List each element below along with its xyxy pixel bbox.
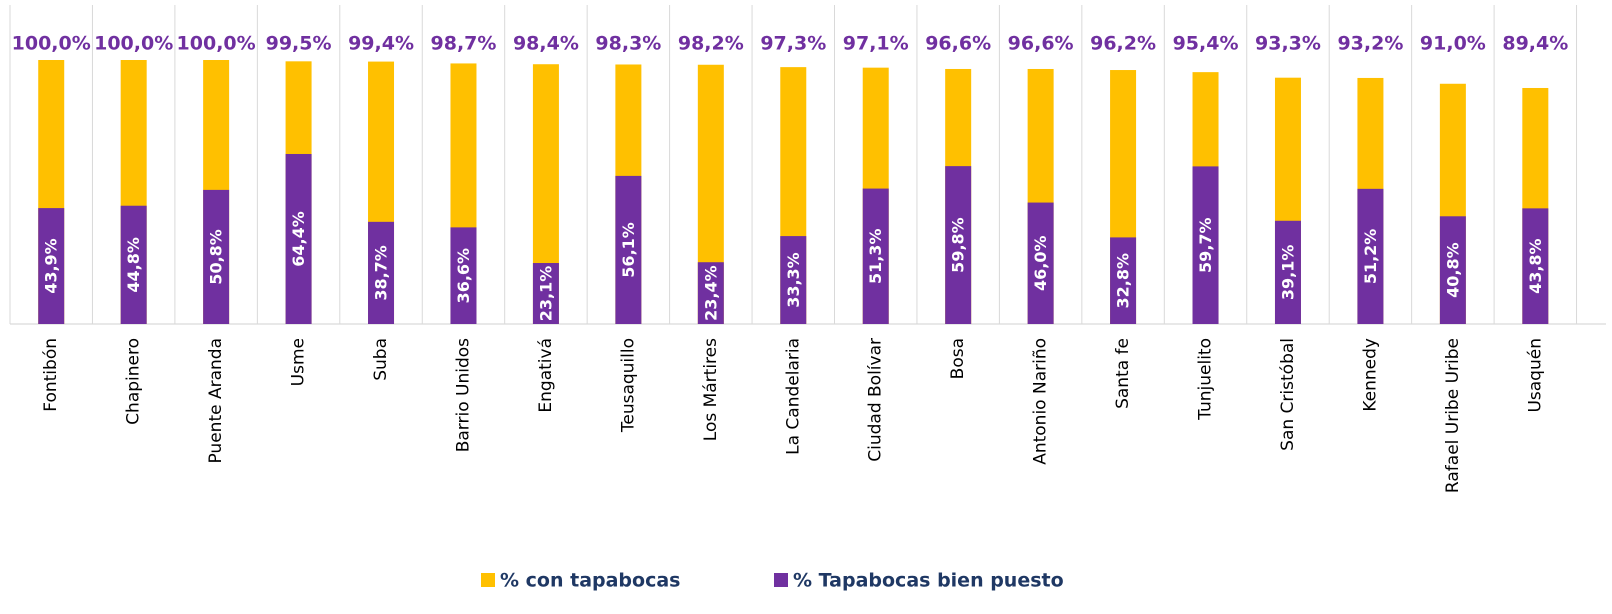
x-tick-label: Suba (371, 338, 391, 381)
data-label: 95,4% (1173, 33, 1239, 55)
data-label: 39,1% (1278, 245, 1297, 301)
bar (945, 166, 972, 324)
data-label: 33,3% (784, 252, 803, 308)
legend-label: % Tapabocas bien puesto (793, 570, 1064, 592)
x-tick-label: Antonio Nariño (1031, 338, 1051, 465)
x-tick-label: Usaquén (1525, 338, 1545, 413)
legend: % con tapabocas % Tapabocas bien puesto (481, 570, 1064, 592)
data-label: 43,8% (1526, 238, 1545, 294)
data-label: 93,3% (1255, 33, 1321, 55)
legend-swatch (774, 573, 788, 587)
bar (120, 205, 147, 324)
bar (368, 221, 395, 324)
data-label: 97,3% (760, 33, 826, 55)
data-label: 97,1% (843, 33, 909, 55)
x-tick-label: Ciudad Bolívar (866, 338, 886, 462)
bar (615, 175, 642, 324)
x-tick-label: Chapinero (124, 338, 144, 425)
data-label: 46,0% (1031, 236, 1050, 292)
bar (1439, 216, 1466, 324)
x-tick-label: Los Mártires (701, 338, 721, 441)
data-label: 98,7% (431, 33, 497, 55)
data-label: 43,9% (42, 238, 61, 294)
bar (862, 188, 889, 324)
data-label: 96,6% (1008, 33, 1074, 55)
data-label: 50,8% (207, 229, 226, 285)
data-label: 98,2% (678, 33, 744, 55)
data-label: 59,7% (1196, 217, 1215, 273)
data-label: 36,6% (454, 248, 473, 304)
data-label: 100,0% (177, 33, 256, 55)
x-tick-label: San Cristóbal (1278, 338, 1298, 451)
bar (285, 153, 312, 324)
data-label: 59,8% (949, 217, 968, 273)
data-label: 99,4% (348, 33, 414, 55)
data-label: 91,0% (1420, 33, 1486, 55)
data-label: 96,6% (925, 33, 991, 55)
bar (1110, 237, 1137, 324)
data-label: 98,4% (513, 33, 579, 55)
data-label: 44,8% (124, 237, 143, 293)
bar (1192, 166, 1219, 324)
data-label: 51,3% (866, 229, 885, 285)
data-label: 100,0% (94, 33, 173, 55)
data-label: 64,4% (289, 211, 308, 267)
data-label: 23,1% (536, 266, 555, 322)
x-tick-label: Usme (289, 338, 309, 386)
x-tick-label: Engativá (536, 338, 556, 413)
data-label: 100,0% (12, 33, 91, 55)
x-tick-label: Puente Aranda (206, 338, 226, 464)
data-label: 89,4% (1502, 33, 1568, 55)
x-tick-label: Rafael Uribe Uribe (1443, 338, 1463, 493)
x-tick-label: Bosa (948, 338, 968, 379)
bar (1522, 208, 1549, 324)
data-label: 98,3% (595, 33, 661, 55)
bar (1274, 220, 1301, 324)
data-label: 32,8% (1114, 253, 1133, 309)
data-label: 56,1% (619, 222, 638, 278)
data-label: 40,8% (1443, 242, 1462, 298)
data-label: 93,2% (1337, 33, 1403, 55)
x-tick-label: Teusaquillo (618, 338, 638, 433)
x-tick-label: La Candelaria (783, 338, 803, 455)
data-label: 38,7% (372, 245, 391, 301)
bar (38, 208, 65, 324)
x-tick-label: Fontibón (41, 338, 61, 412)
bar (532, 263, 559, 324)
bar (203, 189, 230, 324)
bar (1357, 188, 1384, 324)
data-label: 51,2% (1361, 229, 1380, 285)
bar (450, 227, 477, 324)
bar (780, 236, 807, 324)
legend-swatch (481, 573, 495, 587)
data-label: 23,4% (701, 265, 720, 321)
data-label: 96,2% (1090, 33, 1156, 55)
x-tick-label: Barrio Unidos (453, 338, 473, 452)
x-tick-label: Tunjuelito (1196, 338, 1216, 421)
legend-label: % con tapabocas (500, 570, 680, 592)
data-label: 99,5% (266, 33, 332, 55)
x-tick-label: Kennedy (1360, 338, 1380, 412)
bar (697, 262, 724, 324)
x-tick-label: Santa fe (1113, 338, 1133, 409)
bar (1027, 202, 1054, 324)
